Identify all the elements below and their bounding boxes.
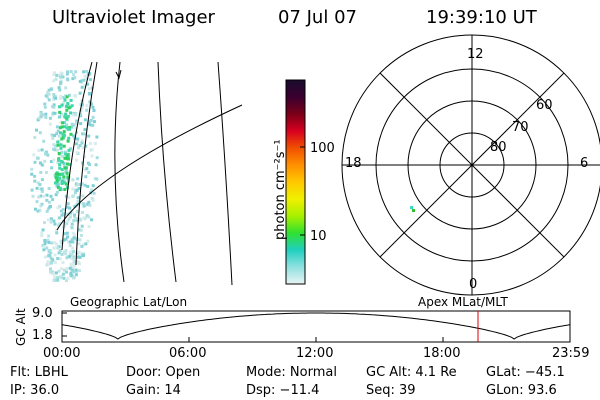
- mlt-label-12: 12: [467, 47, 484, 62]
- colorbar-unit-label: photon cm⁻²s⁻¹: [273, 139, 288, 240]
- status-door: Door: Open: [126, 365, 201, 380]
- timeline-plot: [61, 310, 571, 343]
- colorbar-label-100: 100: [310, 141, 335, 156]
- timeline-x-tick-3: 18:00: [423, 346, 461, 361]
- auroral-emission-pixels: [30, 70, 99, 283]
- polar-emission-pixels: [410, 206, 415, 212]
- status-dsp: Dsp: −11.4: [246, 383, 320, 398]
- status-gain: Gain: 14: [126, 383, 181, 398]
- mlt-label-18: 18: [345, 156, 362, 171]
- date-label: 07 Jul 07: [278, 7, 357, 28]
- status-ip: IP: 36.0: [10, 383, 60, 398]
- geographic-panel-label: Geographic Lat/Lon: [70, 295, 188, 309]
- lat-label-70: 70: [512, 120, 529, 135]
- mlt-label-6: 6: [580, 156, 589, 171]
- status-mode: Mode: Normal: [246, 365, 337, 380]
- timeline-y-tick-9: 9.0: [32, 306, 53, 321]
- time-label: 19:39:10 UT: [426, 7, 537, 28]
- lat-label-80: 80: [490, 140, 507, 155]
- timeline-x-tick-4: 23:59: [552, 346, 590, 361]
- timeline-x-tick-1: 06:00: [169, 346, 207, 361]
- geographic-grid-lines: [56, 61, 243, 286]
- status-glat: GLat: −45.1: [486, 365, 565, 380]
- polar-grid: [341, 34, 600, 296]
- status-seq: Seq: 39: [366, 383, 416, 398]
- mlt-label-0: 0: [469, 277, 478, 292]
- colorbar-label-10: 10: [310, 229, 327, 244]
- polar-diagonal-2: [379, 72, 565, 258]
- timeline-y-tick-1.8: 1.8: [32, 328, 53, 343]
- colorbar: [285, 79, 306, 285]
- timeline-x-tick-2: 12:00: [296, 346, 334, 361]
- status-filter: Flt: LBHL: [10, 365, 68, 380]
- timeline-x-tick-0: 00:00: [43, 346, 81, 361]
- timeline-y-label: GC Alt: [14, 308, 28, 346]
- x-ticks: [188, 337, 444, 342]
- instrument-title: Ultraviolet Imager: [52, 7, 215, 28]
- geographic-image-panel: [30, 61, 243, 286]
- status-gc-alt: GC Alt: 4.1 Re: [366, 365, 457, 380]
- lat-label-60: 60: [536, 98, 553, 113]
- altitude-curve: [61, 312, 571, 340]
- polar-panel-label: Apex MLat/MLT: [418, 295, 508, 309]
- status-glon: GLon: 93.6: [486, 383, 557, 398]
